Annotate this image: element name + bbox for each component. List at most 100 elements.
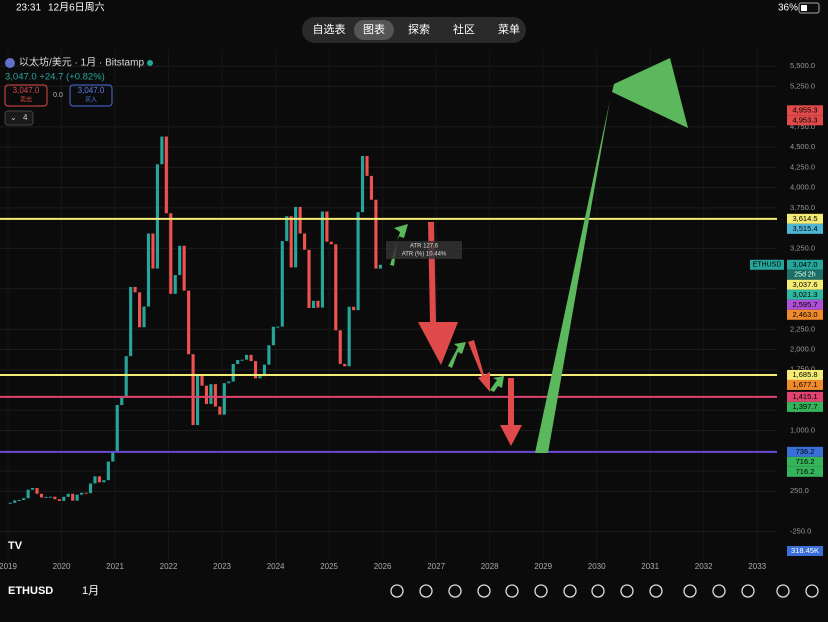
indicator-count[interactable]: 4	[23, 113, 28, 122]
indicators-toggle[interactable]	[4, 110, 34, 126]
candle	[276, 326, 280, 328]
candle	[191, 354, 195, 426]
tab[interactable]: 图表	[363, 22, 385, 36]
buy-button[interactable]	[69, 84, 113, 107]
buy-price[interactable]: 3,047.0	[78, 86, 105, 95]
candle	[289, 216, 293, 268]
toolbar-icon[interactable]	[505, 584, 519, 598]
bottom-symbol[interactable]: ETHUSD	[8, 585, 53, 597]
bottom-interval[interactable]: 1月	[82, 585, 99, 597]
volume-label: 318.45K	[791, 546, 819, 555]
price-tag	[787, 223, 823, 234]
sell-button[interactable]	[4, 84, 48, 107]
toolbar-icon[interactable]	[419, 584, 433, 598]
price-tag-label: 716.2	[796, 467, 815, 476]
toolbar-icon[interactable]	[534, 584, 548, 598]
candle	[53, 496, 57, 500]
price-tag-label: 736.2	[796, 447, 815, 456]
toolbar-icon[interactable]	[712, 584, 726, 598]
x-tick-label: 2032	[695, 562, 713, 571]
toolbar-icon[interactable]	[563, 584, 577, 598]
price-tag-label: 3,047.0	[792, 260, 817, 269]
toolbar-icon[interactable]	[448, 584, 462, 598]
candle	[88, 483, 93, 494]
candle	[218, 406, 222, 415]
price-tag	[787, 259, 823, 270]
toolbar-icon[interactable]	[805, 584, 819, 598]
y-tick-label: 250.0	[790, 486, 809, 495]
y-tick-label: 4,250.0	[790, 162, 815, 171]
candle	[160, 136, 164, 165]
candle	[111, 451, 115, 462]
price-tag	[787, 279, 823, 290]
price-tag	[787, 309, 823, 320]
x-tick-label: 2029	[534, 562, 552, 571]
candle	[195, 375, 200, 426]
x-tick-label: 2019	[0, 562, 17, 571]
candle	[209, 384, 213, 404]
y-tick-label: 5,500.0	[790, 61, 815, 70]
eth-icon	[5, 58, 15, 68]
price-tag	[787, 391, 823, 402]
candle	[311, 300, 316, 308]
candle	[316, 300, 320, 308]
last-symbol: ETHUSD	[753, 262, 782, 269]
price-tag-label: 1,415.1	[792, 392, 817, 401]
sell-price[interactable]: 3,047.0	[13, 86, 40, 95]
y-tick-label: 1,750.0	[790, 365, 815, 374]
sell-label[interactable]: 卖出	[20, 96, 32, 104]
candle	[48, 496, 52, 498]
atr-pct-label: ATR (%) 10.44%	[402, 252, 447, 258]
candle	[93, 476, 97, 484]
toolbar-icon[interactable]	[477, 584, 491, 598]
buy-label[interactable]: 买入	[85, 96, 97, 104]
candle	[204, 385, 209, 404]
battery-level: 36%	[778, 3, 798, 14]
candle	[240, 359, 244, 361]
price-tag-label: 2,463.0	[792, 310, 817, 319]
countdown: 25d 2h	[794, 272, 816, 279]
candle	[75, 494, 79, 501]
price-tag	[787, 456, 823, 467]
candle	[44, 496, 48, 498]
candle	[271, 326, 275, 346]
tab[interactable]: 探索	[408, 22, 430, 36]
candle	[30, 487, 35, 490]
date: 12月6日周六	[48, 2, 105, 14]
chevron[interactable]: ⌄	[10, 113, 17, 122]
candle	[262, 364, 267, 377]
y-tick-label: 4,750.0	[790, 122, 815, 131]
candle	[71, 493, 75, 501]
price-tag	[787, 289, 823, 300]
tab[interactable]: 社区	[453, 22, 475, 36]
candle	[200, 375, 204, 386]
price-tag	[787, 369, 823, 380]
candle	[39, 493, 44, 498]
toolbar-icon[interactable]	[649, 584, 663, 598]
symbol-title: 以太坊/美元 · 1月 · Bitstamp	[19, 56, 144, 69]
red-arrow	[418, 222, 458, 365]
x-tick-label: 2021	[106, 562, 124, 571]
active-tab[interactable]	[354, 20, 394, 40]
toolbar-icon[interactable]	[390, 584, 404, 598]
price-tag	[787, 105, 823, 116]
candle	[80, 492, 84, 495]
toolbar-icon[interactable]	[683, 584, 697, 598]
toolbar-icon[interactable]	[776, 584, 790, 598]
toolbar-icon[interactable]	[620, 584, 634, 598]
toolbar-icon[interactable]	[591, 584, 605, 598]
price-tag-label: 2,595.7	[792, 300, 817, 309]
toolbar-icon[interactable]	[741, 584, 755, 598]
x-tick-label: 2026	[374, 562, 392, 571]
candle	[155, 164, 159, 269]
candle	[13, 500, 17, 503]
candle	[187, 290, 191, 355]
tab[interactable]: 自选表	[313, 22, 346, 36]
battery-icon	[798, 2, 820, 14]
candle	[169, 213, 173, 294]
x-tick-label: 2031	[641, 562, 659, 571]
candle	[338, 330, 342, 364]
tab[interactable]: 菜单	[498, 23, 520, 36]
candle	[298, 206, 302, 234]
